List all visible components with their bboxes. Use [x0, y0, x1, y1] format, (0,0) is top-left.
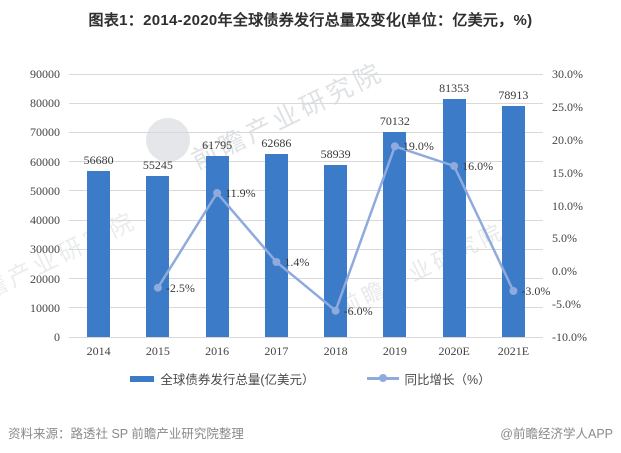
left-axis-tick-label: 0 — [54, 330, 60, 344]
line-value-label-2020E: 16.0% — [462, 159, 494, 174]
x-axis-label-2019: 2019 — [382, 344, 407, 358]
x-axis-label-2016: 2016 — [205, 344, 230, 358]
bar-value-label-2020E: 81353 — [439, 81, 470, 96]
right-axis-tick-label: 25.0% — [552, 99, 583, 114]
source-note: 资料来源：路透社 SP 前瞻产业研究院整理 — [8, 427, 244, 441]
right-axis-tick-label: 5.0% — [552, 231, 577, 246]
legend-item-yoy-growth: 同比增长（%） — [366, 369, 491, 388]
x-axis-label-2018: 2018 — [323, 344, 348, 358]
legend-line-marker-icon — [378, 374, 387, 383]
line-value-label-2015: -2.5% — [165, 280, 195, 295]
bar-value-label-2016: 61795 — [202, 138, 233, 153]
gridline — [69, 248, 543, 250]
line-value-label-2018: -6.0% — [343, 303, 373, 318]
gridline — [69, 131, 543, 133]
bar-value-label-2017: 62686 — [261, 135, 292, 150]
left-axis-tick-label: 40000 — [30, 213, 60, 228]
bar-value-label-2014: 56680 — [83, 153, 114, 168]
right-axis-tick-label: 0.0% — [552, 264, 577, 279]
brand-note: @前瞻经济学人APP — [500, 427, 613, 441]
bar-value-label-2015: 55245 — [142, 157, 173, 172]
right-axis-tick-label: 30.0% — [552, 67, 583, 81]
gridline — [69, 190, 543, 192]
bar-2021E — [501, 106, 525, 337]
legend-item-total-issuance: 全球债券发行总量(亿美元） — [130, 369, 315, 388]
bar-2020E — [442, 99, 466, 337]
legend-bar-swatch — [130, 375, 155, 382]
bar-2015 — [146, 175, 170, 337]
gridline — [69, 102, 543, 104]
gridline — [69, 219, 543, 221]
line-value-label-2016: 11.9% — [225, 186, 256, 200]
bar-value-label-2021E: 78913 — [498, 88, 529, 103]
bar-2019 — [383, 132, 407, 337]
line-value-label-2021E: -3.0% — [521, 283, 551, 298]
x-axis-label-2021E: 2021E — [497, 344, 530, 358]
bar-2014 — [87, 171, 111, 337]
x-axis-label-2020E: 2020E — [438, 344, 470, 358]
watermark-logo — [146, 118, 190, 162]
legend-label-total-issuance: 全球债券发行总量(亿美元） — [160, 373, 315, 387]
left-axis-tick-label: 20000 — [30, 271, 60, 286]
left-axis-tick-label: 60000 — [30, 154, 60, 169]
x-axis-label-2014: 2014 — [86, 344, 111, 358]
line-value-label-2017: 1.4% — [284, 255, 310, 270]
right-axis-tick-label: 20.0% — [552, 132, 583, 147]
legend-line-swatch — [366, 374, 399, 383]
gridline — [69, 73, 543, 75]
left-axis-tick-label: 70000 — [30, 125, 60, 140]
bar-value-label-2019: 70132 — [379, 114, 410, 129]
left-axis-tick-label: 80000 — [30, 96, 60, 111]
legend-label-yoy-growth: 同比增长（%） — [404, 373, 491, 387]
bar-2016 — [205, 156, 229, 337]
left-axis-tick-label: 30000 — [30, 242, 60, 257]
gridline — [69, 336, 543, 338]
chart-legend: 全球债券发行总量(亿美元） 同比增长（%） — [0, 369, 621, 388]
right-axis-tick-label: 10.0% — [552, 198, 583, 213]
right-axis-tick-label: -10.0% — [552, 330, 587, 344]
right-axis-tick-label: 15.0% — [552, 165, 583, 180]
left-axis-tick-label: 10000 — [30, 300, 60, 315]
left-axis-tick-label: 50000 — [30, 183, 60, 198]
x-axis-label-2015: 2015 — [145, 344, 170, 358]
bar-value-label-2018: 58939 — [320, 146, 351, 161]
left-axis-tick-label: 90000 — [30, 67, 60, 81]
gridline — [69, 307, 543, 309]
right-axis-tick-label: -5.0% — [552, 297, 581, 312]
chart-title: 图表1：2014-2020年全球债券发行总量及变化(单位：亿美元，%) — [88, 12, 533, 29]
line-value-label-2019: 19.0% — [402, 139, 434, 154]
bar-2017 — [264, 153, 288, 337]
x-axis-label-2017: 2017 — [264, 344, 289, 358]
gridline — [69, 278, 543, 280]
